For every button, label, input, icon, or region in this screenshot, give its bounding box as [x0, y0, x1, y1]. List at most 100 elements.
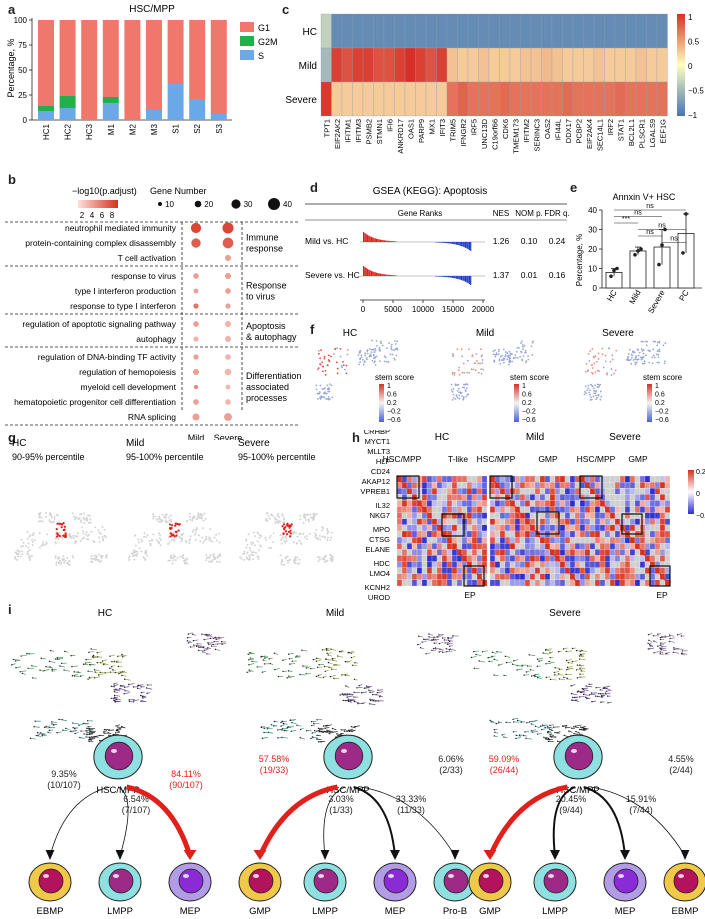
c-cell: [478, 81, 490, 117]
f-point: [596, 369, 599, 372]
g-point: [155, 539, 158, 542]
g-point: [248, 554, 251, 557]
d-rank-bar: [461, 242, 463, 247]
g-point: [152, 513, 155, 516]
f-point: [390, 343, 393, 346]
i-velocity-arrow: [543, 652, 549, 655]
h-cell: [466, 573, 473, 580]
h-cell: [629, 518, 636, 525]
g-point: [89, 521, 92, 524]
h-cell: [476, 530, 483, 538]
h-cell: [534, 573, 541, 580]
g-point: [50, 521, 53, 524]
h-cell: [539, 579, 546, 587]
b-size-legend-label: 40: [283, 200, 292, 209]
h-cell: [659, 475, 666, 483]
c-scale-label: −1: [688, 111, 698, 120]
i-velocity-arrow: [249, 652, 255, 654]
a-xtick-label: M3: [150, 123, 159, 135]
i-velocity-arrow: [563, 677, 569, 679]
f-point: [322, 392, 325, 395]
h-cell: [509, 518, 516, 525]
a-bar-segment: [210, 114, 227, 120]
f-point: [462, 362, 465, 365]
g-point: [134, 544, 137, 547]
f-point: [637, 358, 640, 360]
h-cell: [579, 555, 586, 562]
g-point: [280, 563, 283, 566]
h-cell: [456, 524, 463, 532]
g-point: [286, 559, 289, 562]
g-point: [283, 521, 286, 524]
h-cell: [559, 549, 566, 556]
h-cell: [411, 488, 418, 495]
g-highlight-point: [64, 533, 67, 537]
i-velocity-arrow: [203, 647, 208, 650]
h-cell: [514, 488, 521, 495]
h-cell: [639, 482, 646, 489]
g-point: [105, 556, 108, 559]
f-point: [592, 387, 595, 390]
f-point: [652, 348, 655, 351]
h-cell: [481, 549, 488, 556]
a-ytick-label: 100: [14, 16, 28, 25]
i-velocity-arrow: [482, 650, 488, 653]
h-cell: [584, 543, 591, 550]
i-transition-arrow: [590, 786, 686, 857]
f-point: [508, 363, 510, 366]
f-point: [390, 345, 393, 348]
h-cell: [619, 494, 626, 501]
h-cell: [416, 543, 423, 550]
h-cell: [604, 475, 611, 483]
i-velocity-arrow: [57, 658, 64, 660]
g-highlight-point: [289, 532, 292, 535]
c-col-label: STMN1: [375, 119, 384, 144]
h-cell: [401, 543, 408, 550]
g-highlight-point: [177, 529, 180, 532]
h-cell: [589, 500, 596, 507]
h-cell: [524, 549, 531, 556]
i-velocity-arrow: [98, 673, 104, 676]
i-frac-label: (9/44): [559, 805, 583, 815]
f-point: [383, 360, 386, 363]
h-cell: [619, 549, 626, 556]
h-cell: [549, 555, 556, 562]
g-point: [64, 559, 67, 562]
h-cell: [579, 549, 586, 556]
g-point: [250, 541, 253, 544]
h-cell: [544, 494, 551, 501]
i-velocity-arrow: [532, 730, 539, 733]
h-cell: [654, 579, 661, 587]
h-cell: [584, 512, 591, 519]
d-rank-bar: [454, 242, 456, 245]
g-highlight-point: [62, 521, 65, 525]
f-point: [589, 396, 592, 399]
f-point: [594, 384, 596, 387]
f-point: [640, 340, 643, 343]
i-velocity-arrow: [447, 637, 453, 640]
h-cell: [559, 506, 566, 513]
h-cell: [489, 506, 496, 513]
c-cell: [320, 81, 332, 117]
h-cell: [396, 573, 403, 580]
h-cell: [504, 512, 511, 519]
h-cell: [431, 475, 438, 483]
g-point: [82, 536, 85, 539]
d-rank-bar: [395, 241, 397, 242]
f-point: [339, 355, 342, 358]
i-source-label: HSC/MPP: [96, 785, 139, 796]
f-point: [493, 360, 496, 363]
h-cell: [514, 573, 521, 580]
h-cell: [624, 488, 631, 495]
h-cell: [629, 567, 636, 574]
i-velocity-arrow: [577, 691, 583, 693]
a-bar-segment: [189, 99, 206, 120]
b-dot: [225, 288, 231, 294]
g-highlight-point: [169, 535, 172, 538]
i-velocity-arrow: [473, 650, 479, 652]
h-cell: [401, 512, 408, 519]
f-point: [508, 359, 511, 362]
i-velocity-arrow: [579, 658, 586, 661]
f-title: HC: [343, 328, 357, 339]
